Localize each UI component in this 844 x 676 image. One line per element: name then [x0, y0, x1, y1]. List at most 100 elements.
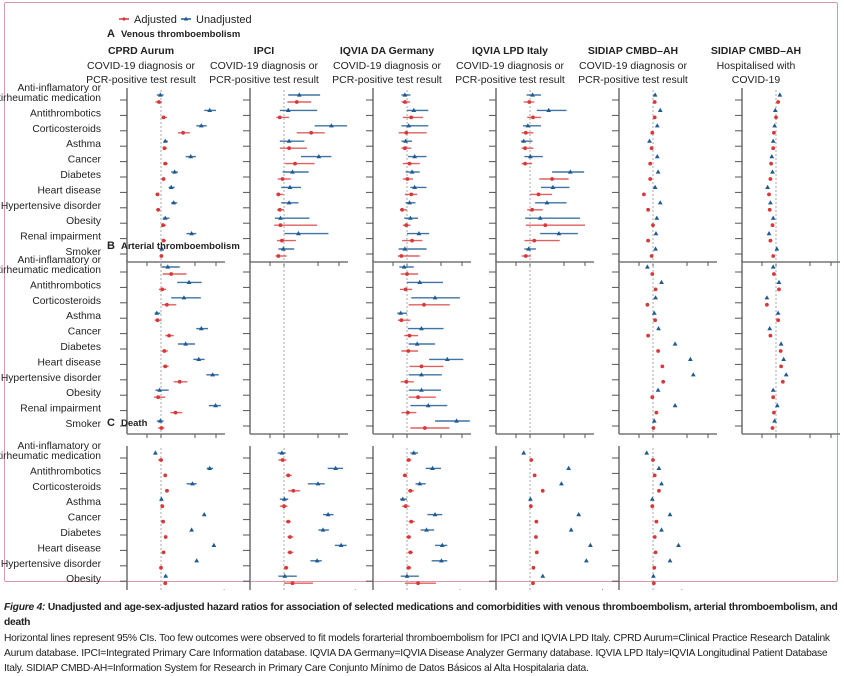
point-adjusted — [165, 303, 169, 307]
column-header-subtitle: COVID-19 diagnosis or — [579, 60, 687, 72]
point-unadjusted — [653, 246, 658, 250]
point-adjusted — [295, 100, 299, 104]
row-label: Antithrombotics — [30, 108, 101, 119]
point-adjusted — [765, 303, 769, 307]
row-label: Renal impairment — [20, 404, 101, 415]
point-adjusted — [404, 504, 408, 508]
point-adjusted — [160, 288, 164, 292]
point-unadjusted — [771, 216, 776, 220]
point-adjusted — [771, 146, 775, 150]
point-adjusted — [410, 239, 414, 243]
row-label: Cancer — [68, 155, 102, 166]
point-adjusted — [160, 426, 164, 430]
point-unadjusted — [768, 200, 773, 204]
row-label: Corticosteroids — [32, 482, 101, 493]
point-unadjusted — [644, 450, 649, 454]
point-adjusted — [407, 535, 411, 539]
point-adjusted — [543, 223, 547, 227]
point-adjusted — [164, 535, 168, 539]
point-adjusted — [156, 208, 160, 212]
point-adjusted — [646, 334, 650, 338]
column-header-subtitle: COVID-19 — [732, 74, 781, 86]
point-adjusted — [550, 177, 554, 181]
point-adjusted — [406, 411, 410, 415]
point-unadjusted — [777, 92, 782, 96]
point-adjusted — [535, 551, 539, 555]
row-label: Hypertensive disorder — [1, 201, 102, 212]
row-label: Corticosteroids — [32, 296, 101, 307]
point-adjusted — [404, 223, 408, 227]
point-adjusted — [416, 581, 420, 585]
point-unadjusted — [771, 264, 776, 268]
row-label: Obesity — [66, 388, 102, 399]
point-adjusted — [771, 426, 775, 430]
point-adjusted — [779, 349, 783, 353]
point-unadjusted — [212, 543, 217, 547]
row-label: antirheumatic medication — [0, 451, 101, 462]
forest-plot-ipci — [243, 88, 348, 266]
point-adjusted — [650, 504, 654, 508]
point-unadjusted — [659, 280, 664, 284]
column-header-subtitle: PCR-positive test result — [209, 74, 319, 86]
point-adjusted — [309, 131, 313, 135]
point-adjusted — [769, 177, 773, 181]
row-label: Obesity — [66, 216, 102, 227]
point-adjusted — [400, 208, 404, 212]
point-unadjusted — [540, 574, 545, 578]
column-header-title: SIDIAP CMBD–AH — [711, 45, 801, 57]
forest-plot-sidiap-cmbd-ah: 01510Hazard ratio — [612, 446, 717, 590]
point-adjusted — [407, 566, 411, 570]
point-unadjusted — [654, 216, 659, 220]
point-unadjusted — [656, 388, 661, 392]
point-adjusted — [277, 254, 281, 258]
point-adjusted — [420, 365, 424, 369]
point-adjusted — [767, 193, 771, 197]
row-label: Cancer — [68, 327, 102, 338]
point-unadjusted — [656, 169, 661, 173]
column-header-title: IQVIA DA Germany — [340, 45, 434, 57]
point-adjusted — [278, 116, 282, 120]
point-adjusted — [169, 272, 173, 276]
point-unadjusted — [655, 123, 660, 127]
point-unadjusted — [569, 527, 574, 531]
row-label: Antithrombotics — [30, 466, 101, 477]
point-adjusted — [653, 535, 657, 539]
point-unadjusted — [528, 497, 533, 501]
point-adjusted — [524, 131, 528, 135]
point-adjusted — [646, 303, 650, 307]
point-adjusted — [524, 254, 528, 258]
point-unadjusted — [777, 280, 782, 284]
point-adjusted — [159, 458, 163, 462]
caption-title: Unadjusted and age-sex-adjusted hazard r… — [4, 602, 838, 628]
point-adjusted — [160, 254, 164, 258]
row-label: Asthma — [66, 311, 101, 322]
point-adjusted — [163, 162, 167, 166]
point-adjusted — [162, 177, 166, 181]
point-adjusted — [293, 162, 297, 166]
point-unadjusted — [765, 295, 770, 299]
point-unadjusted — [773, 108, 778, 112]
point-adjusted — [768, 208, 772, 212]
point-unadjusted — [600, 589, 605, 590]
point-adjusted — [646, 208, 650, 212]
point-adjusted — [523, 162, 527, 166]
point-adjusted — [531, 116, 535, 120]
figure-caption: Figure 4: Unadjusted and age-sex-adjuste… — [4, 600, 840, 676]
point-adjusted — [653, 318, 657, 322]
forest-plot-cprd-aurum — [120, 260, 225, 438]
forest-plot-sidiap-cmbd-ah — [612, 260, 717, 438]
point-adjusted — [529, 458, 533, 462]
point-unadjusted — [584, 558, 589, 562]
point-adjusted — [781, 380, 785, 384]
point-unadjusted — [657, 466, 662, 470]
point-adjusted — [650, 131, 654, 135]
point-adjusted — [654, 551, 658, 555]
row-label: Asthma — [66, 497, 101, 508]
point-unadjusted — [159, 497, 164, 501]
row-label: Renal impairment — [20, 232, 101, 243]
point-adjusted — [656, 349, 660, 353]
point-unadjusted — [647, 139, 652, 143]
